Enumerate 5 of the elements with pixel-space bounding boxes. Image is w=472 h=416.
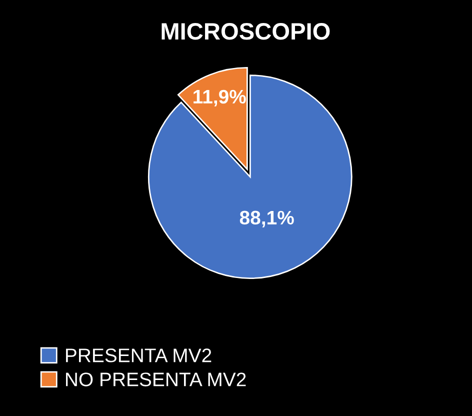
data-label: 88,1%: [240, 210, 294, 228]
legend-label: PRESENTA MV2: [66, 348, 212, 362]
chart-title: MICROSCOPIO: [162, 23, 330, 40]
legend-label: NO PRESENTA MV2: [66, 372, 246, 386]
data-label: 11,9%: [194, 90, 246, 106]
